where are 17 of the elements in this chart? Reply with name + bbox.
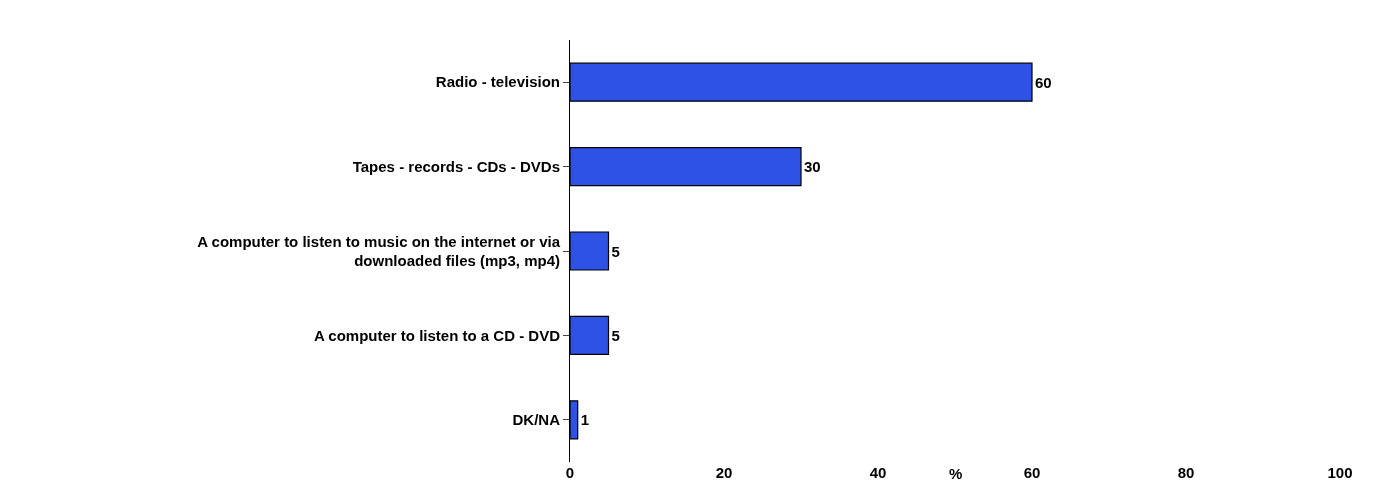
y-tick-label: A computer to listen to a CD - DVD [313, 326, 561, 344]
x-tick-label: 100 [1327, 464, 1353, 481]
data-label: 5 [611, 326, 620, 344]
x-axis-title: % [949, 465, 963, 482]
y-tick-label: A computer to listen to music on the internet or via downloaded files (mp3, mp4) [197, 232, 561, 269]
y-tick-label: Tapes - records - CDs - DVDs [352, 157, 560, 175]
y-tick-label: Radio - television [435, 73, 560, 91]
data-label: 5 [611, 242, 620, 260]
data-label: 1 [580, 411, 590, 429]
data-label: 30 [804, 158, 821, 176]
y-tick-label: DK/NA [512, 411, 561, 429]
x-tick-label: 40 [869, 464, 887, 481]
x-tick-label: 80 [1177, 464, 1195, 481]
x-tick-label: 60 [1023, 464, 1041, 481]
x-tick-label: 0 [565, 464, 575, 481]
x-tick-label: 20 [715, 464, 733, 481]
data-label: 60 [1035, 73, 1052, 91]
